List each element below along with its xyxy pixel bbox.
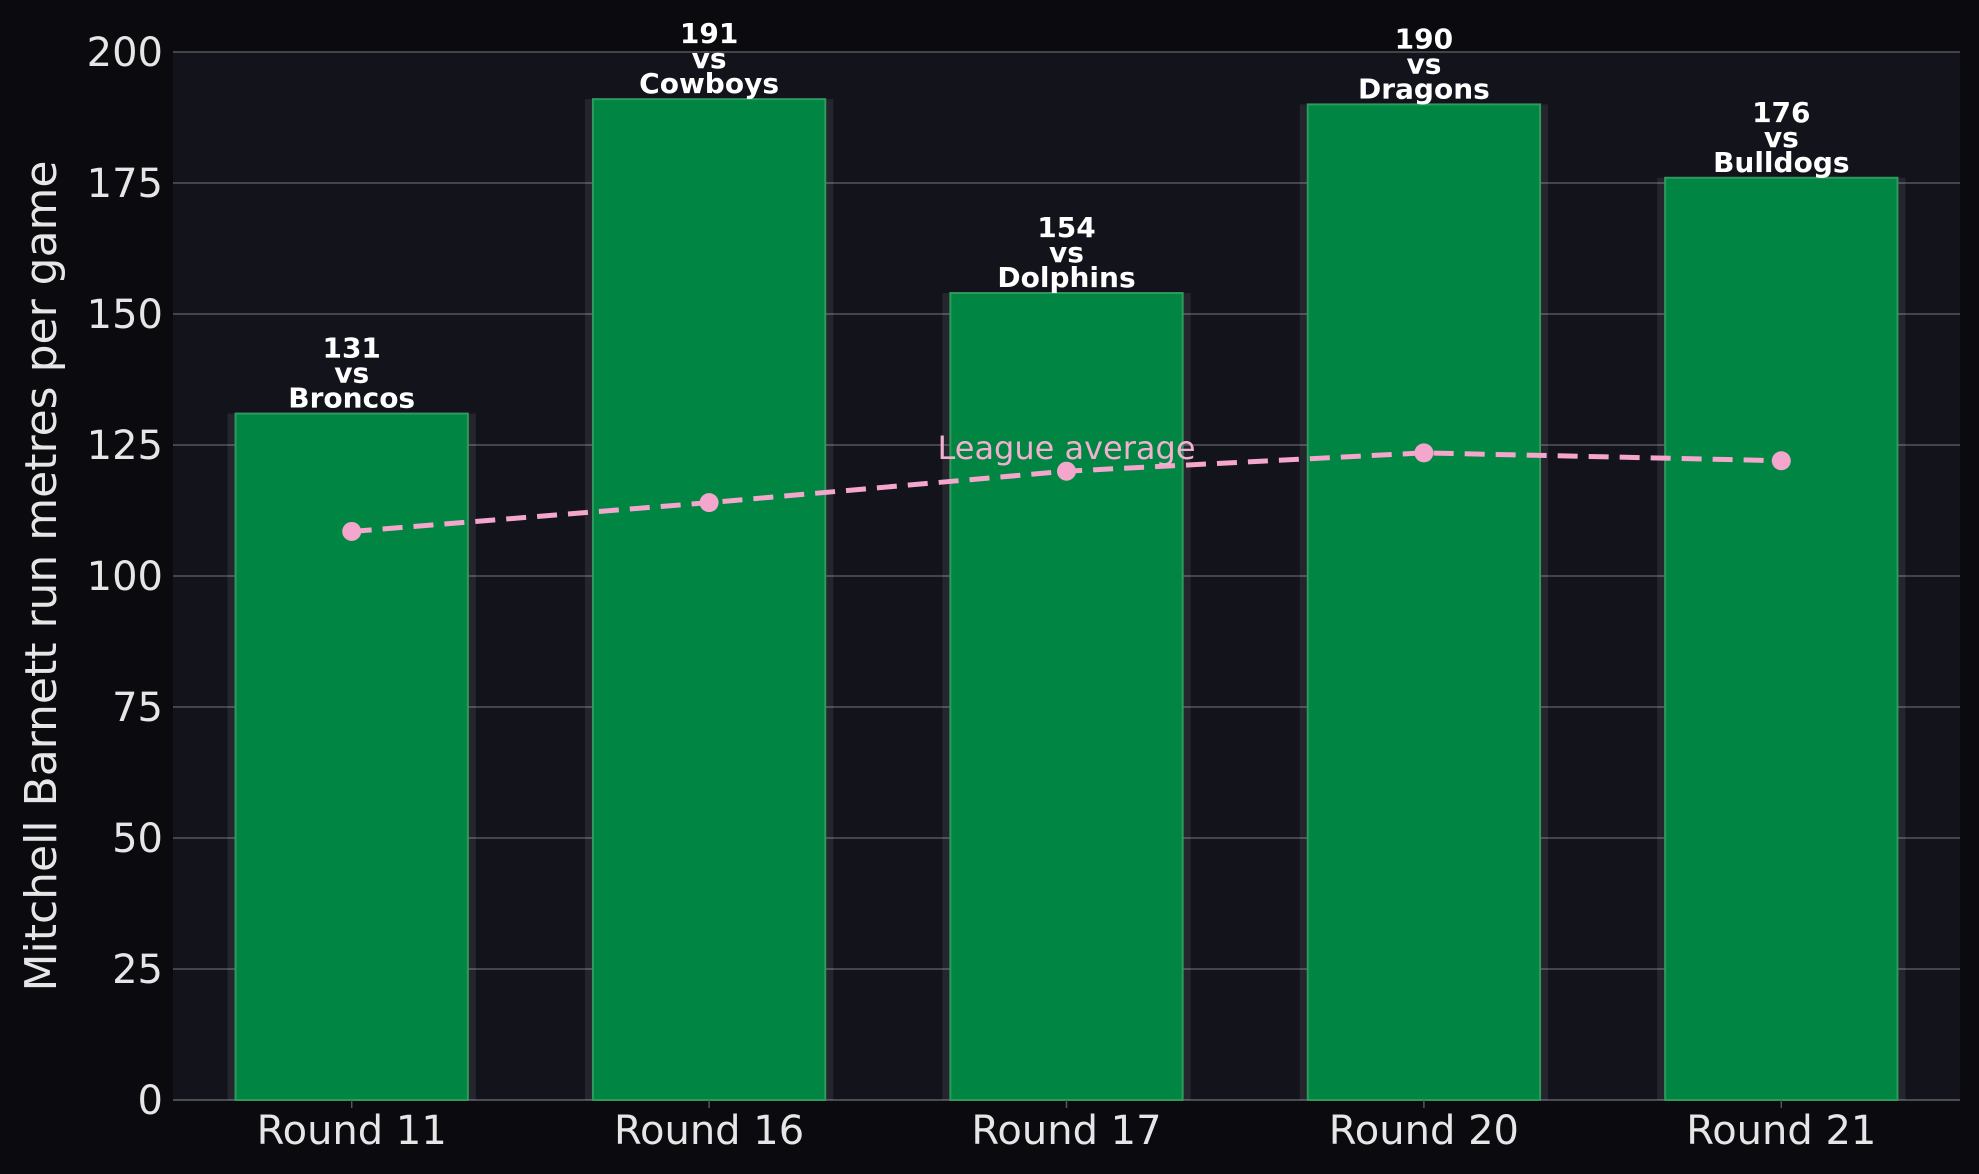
bar-data-label: 131 — [322, 332, 380, 365]
bar-data-label: vs — [1049, 236, 1084, 269]
y-axis-label: Mitchell Barnett run metres per game — [16, 161, 67, 992]
bar-data-labels: 131vsBroncos191vsCowboys154vsDolphins190… — [288, 17, 1849, 414]
y-tick-label: 100 — [87, 554, 163, 600]
bars — [227, 98, 1906, 1102]
y-tick-label: 175 — [87, 161, 163, 207]
x-tick-label: Round 20 — [1329, 1108, 1519, 1154]
bar-data-label: 176 — [1752, 96, 1810, 129]
bar-data-label: Bulldogs — [1713, 146, 1849, 179]
league-average-point — [699, 493, 719, 513]
annotations: League average — [937, 429, 1195, 467]
bar-data-label: vs — [692, 42, 727, 75]
league-average-point — [1771, 451, 1791, 471]
y-tick-label: 50 — [112, 816, 163, 862]
bar-data-label: vs — [1406, 47, 1441, 80]
bar-data-label: 190 — [1395, 22, 1453, 55]
x-axis-ticks: Round 11 Round 16 Round 17 Round 20 Round 21 — [257, 1100, 1876, 1154]
bar — [591, 98, 827, 1102]
y-tick-label: 125 — [87, 423, 163, 469]
league-average-annotation: League average — [937, 429, 1195, 467]
bar-data-label: vs — [1764, 121, 1799, 154]
x-tick-label: Round 21 — [1686, 1108, 1876, 1154]
bar-data-label: Dragons — [1358, 72, 1490, 105]
bar-data-label: 191 — [680, 17, 738, 50]
bar-data-label: vs — [334, 357, 369, 390]
y-tick-label: 200 — [87, 30, 163, 76]
y-axis-ticks: 0 25 50 75 100 125 150 175 200 — [87, 30, 163, 1124]
y-tick-label: 25 — [112, 947, 163, 993]
league-average-point — [342, 521, 362, 541]
x-tick-label: Round 11 — [257, 1108, 447, 1154]
y-tick-label: 0 — [138, 1078, 163, 1124]
bar-data-label: Broncos — [288, 382, 415, 415]
y-tick-label: 75 — [112, 685, 163, 731]
bar-data-label: Cowboys — [639, 67, 779, 100]
bar-data-label: Dolphins — [997, 261, 1135, 294]
bar-data-label: 154 — [1037, 211, 1095, 244]
x-tick-label: Round 16 — [614, 1108, 804, 1154]
bar — [1664, 176, 1899, 1101]
bar — [234, 412, 469, 1101]
league-average-point — [1057, 461, 1076, 481]
league-average-line — [342, 443, 1791, 541]
x-tick-label: Round 17 — [971, 1108, 1161, 1154]
y-tick-label: 150 — [87, 292, 163, 338]
bar — [1306, 103, 1542, 1101]
bar — [949, 292, 1184, 1102]
league-average-point — [1414, 443, 1434, 463]
